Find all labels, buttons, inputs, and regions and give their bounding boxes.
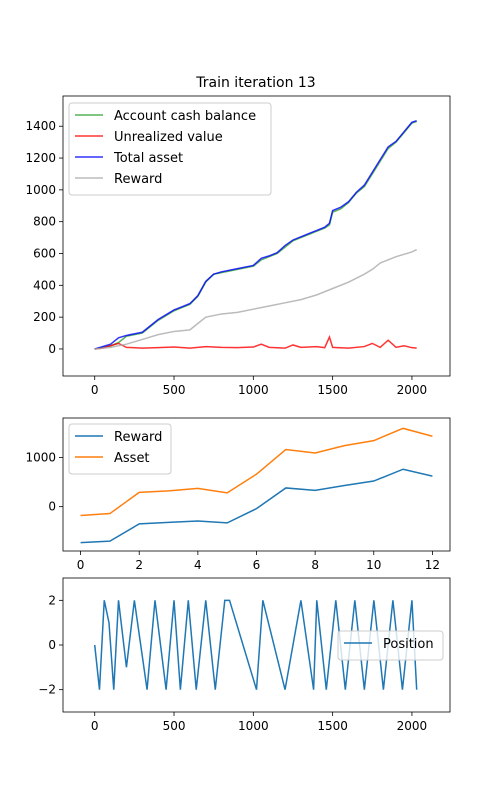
legend-label: Reward (114, 172, 162, 187)
legend-label: Account cash balance (114, 109, 256, 124)
x-tick-label: 1500 (317, 719, 348, 733)
x-tick-label: 12 (425, 558, 440, 572)
y-tick-label: 200 (33, 310, 56, 324)
y-tick-label: 1400 (25, 119, 56, 133)
series-line-unrealized-value (94, 334, 417, 350)
x-tick-label: 2000 (397, 719, 428, 733)
x-tick-label: 500 (163, 383, 186, 397)
x-tick-label: 10 (366, 558, 381, 572)
legend: Account cash balance Unrealized value Tota… (68, 102, 272, 196)
x-tick-label: 0 (77, 558, 85, 572)
x-tick-label: 0 (91, 383, 99, 397)
y-tick-label: 800 (33, 215, 56, 229)
legend-label: Unrealized value (114, 130, 223, 145)
series-line-reward (80, 468, 433, 544)
x-tick-label: 4 (194, 558, 202, 572)
legend-label: Asset (114, 451, 150, 466)
legend-label: Total asset (113, 151, 183, 166)
series-line-reward (94, 248, 418, 350)
middle-chart-axes: 0 2 4 6 8 10 12 0 1000 Reward Asset (25, 417, 451, 572)
x-tick-label: 1000 (238, 383, 269, 397)
series-line-position (93, 599, 418, 690)
legend-label: Reward (114, 430, 162, 445)
y-tick-label: 2 (48, 593, 56, 607)
x-tick-label: 2 (135, 558, 143, 572)
series-line-total-asset (94, 119, 417, 350)
x-tick-label: 500 (163, 719, 186, 733)
legend: Reward Asset (68, 423, 172, 475)
legend-label: Position (383, 637, 434, 652)
x-tick-label: 2000 (397, 383, 428, 397)
series-line-asset (80, 427, 433, 517)
legend: Position (337, 630, 444, 661)
x-tick-label: 1000 (238, 719, 269, 733)
y-tick-label: 1000 (25, 183, 56, 197)
bottom-chart-axes: 0 500 1000 1500 2000 −2 0 2 Position (38, 577, 451, 733)
y-tick-label: 0 (48, 500, 56, 514)
y-tick-label: 400 (33, 278, 56, 292)
x-tick-label: 6 (253, 558, 261, 572)
x-tick-label: 0 (91, 719, 99, 733)
y-tick-label: 0 (48, 638, 56, 652)
x-tick-label: 8 (311, 558, 319, 572)
y-tick-label: 1000 (25, 450, 56, 464)
y-tick-label: −2 (38, 683, 56, 697)
axes-frame (62, 95, 451, 377)
x-tick-label: 1500 (317, 383, 348, 397)
top-chart-axes: 0 500 1000 1500 2000 0 200 400 600 800 1000 1200 140… (25, 95, 451, 397)
chart-title: Train iteration 13 (195, 75, 315, 91)
y-tick-label: 1200 (25, 151, 56, 165)
y-tick-label: 600 (33, 247, 56, 261)
y-tick-label: 0 (48, 342, 56, 356)
